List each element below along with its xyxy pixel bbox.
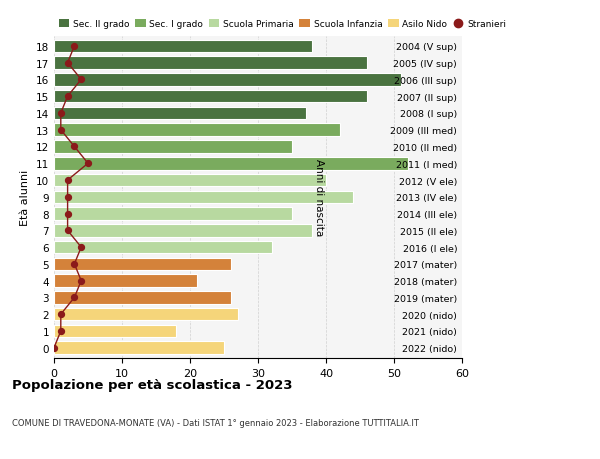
Y-axis label: Anni di nascita: Anni di nascita xyxy=(314,159,324,236)
Point xyxy=(70,43,79,50)
Bar xyxy=(54,291,231,304)
Bar xyxy=(54,241,272,254)
Bar xyxy=(54,224,313,237)
Point xyxy=(70,294,79,302)
Point xyxy=(70,261,79,268)
Bar xyxy=(54,325,176,337)
Point xyxy=(76,277,86,285)
Point xyxy=(70,144,79,151)
Bar xyxy=(54,141,292,153)
Bar xyxy=(54,57,367,70)
Bar xyxy=(54,124,340,137)
Point xyxy=(76,77,86,84)
Point xyxy=(56,311,65,318)
Bar xyxy=(54,191,353,204)
Bar xyxy=(54,258,231,271)
Bar xyxy=(54,91,367,103)
Point xyxy=(49,344,59,352)
Legend: Sec. II grado, Sec. I grado, Scuola Primaria, Scuola Infanzia, Asilo Nido, Stran: Sec. II grado, Sec. I grado, Scuola Prim… xyxy=(59,20,506,29)
Point xyxy=(63,227,73,235)
Point xyxy=(76,244,86,251)
Point xyxy=(56,328,65,335)
Bar xyxy=(54,40,313,53)
Point xyxy=(63,210,73,218)
Bar xyxy=(54,208,292,220)
Bar xyxy=(54,275,197,287)
Y-axis label: Età alunni: Età alunni xyxy=(20,169,31,225)
Point xyxy=(56,127,65,134)
Point xyxy=(63,60,73,67)
Point xyxy=(63,194,73,201)
Bar xyxy=(54,157,407,170)
Text: COMUNE DI TRAVEDONA-MONATE (VA) - Dati ISTAT 1° gennaio 2023 - Elaborazione TUTT: COMUNE DI TRAVEDONA-MONATE (VA) - Dati I… xyxy=(12,418,419,427)
Point xyxy=(63,177,73,185)
Bar xyxy=(54,174,326,187)
Bar xyxy=(54,107,305,120)
Point xyxy=(63,93,73,101)
Point xyxy=(56,110,65,118)
Text: Popolazione per età scolastica - 2023: Popolazione per età scolastica - 2023 xyxy=(12,379,293,392)
Bar xyxy=(54,341,224,354)
Bar xyxy=(54,308,238,321)
Bar xyxy=(54,74,401,86)
Point xyxy=(83,160,93,168)
